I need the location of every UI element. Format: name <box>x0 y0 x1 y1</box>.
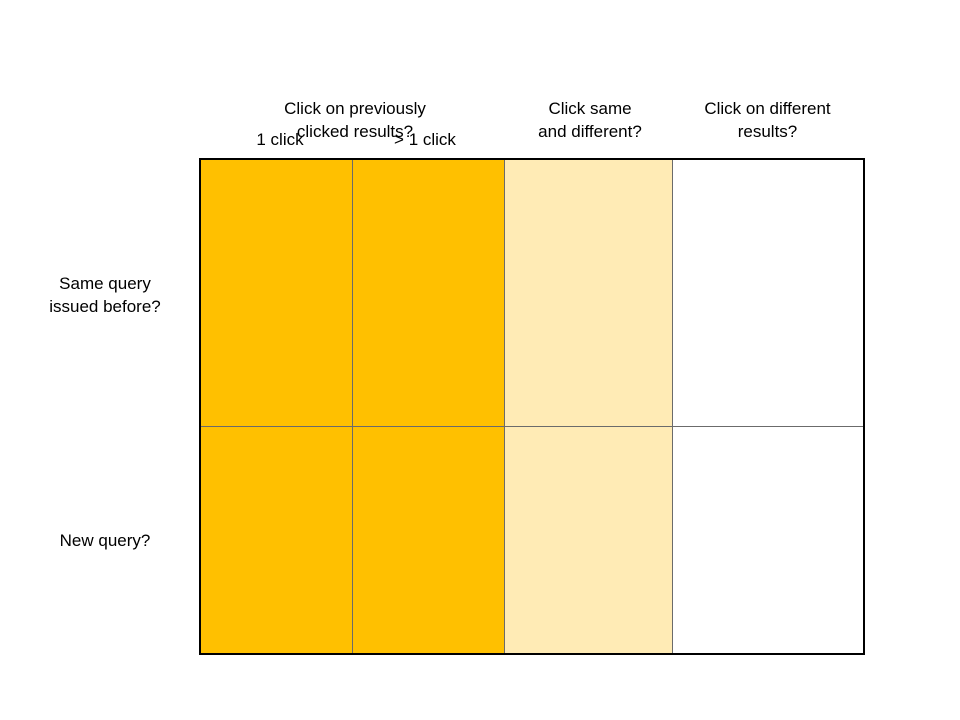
cell-new-query-same-and-different <box>505 427 673 653</box>
cell-new-query-more-clicks <box>353 427 505 653</box>
row-label-new-query: New query? <box>59 531 151 550</box>
cell-same-query-different <box>673 160 863 427</box>
row-label-same-query: Same query issued before? <box>49 274 161 316</box>
cell-new-query-different <box>673 427 863 653</box>
grid-divider <box>201 426 863 427</box>
grid-divider <box>672 160 673 653</box>
cell-same-query-one-click <box>201 160 353 427</box>
header-different-results: Click on different results? <box>704 99 831 141</box>
header-same-and-different: Click same and different? <box>538 99 642 141</box>
query-click-matrix <box>199 158 865 655</box>
cell-new-query-one-click <box>201 427 353 653</box>
grid-divider <box>352 160 353 653</box>
grid-divider <box>504 160 505 653</box>
header-previously-clicked: Click on previously clicked results? <box>284 99 426 141</box>
subheader-one-click: 1 click <box>256 130 304 149</box>
subheader-more-than-one-click: > 1 click <box>394 130 456 149</box>
cell-same-query-more-clicks <box>353 160 505 427</box>
cell-same-query-same-and-different <box>505 160 673 427</box>
